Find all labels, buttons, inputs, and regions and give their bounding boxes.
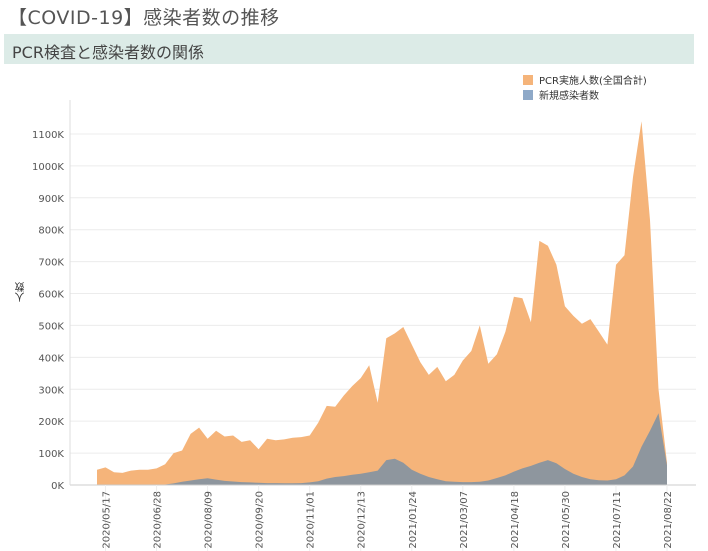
y-tick-label: 1100K: [32, 130, 64, 141]
x-tick-label: 2021/08/22: [663, 491, 674, 549]
x-tick-label: 2020/08/09: [204, 491, 215, 549]
x-tick-label: 2021/03/07: [459, 491, 470, 549]
legend-swatch-cases: [523, 89, 533, 100]
page-title: 【COVID-19】感染者数の推移: [8, 7, 280, 29]
legend-label-cases: 新規感染者数: [539, 91, 599, 102]
x-tick-label: 2020/12/13: [357, 491, 368, 549]
x-tick-label: 2020/11/01: [306, 491, 317, 549]
y-tick-label: 600K: [38, 290, 64, 301]
chart-areas: [70, 121, 696, 486]
x-axis: 2020/05/17 2020/06/28 2020/08/09 2020/09/20…: [102, 485, 674, 551]
y-tick-label: 500K: [38, 321, 64, 332]
y-tick-label: 400K: [38, 353, 64, 364]
chart-legend[interactable]: PCR実施人数(全国合計) 新規感染者数: [523, 72, 647, 102]
y-tick-label: 1000K: [32, 162, 64, 173]
y-axis: 0K 100K 200K 300K 400K 500K 600K 700K 800K 900K 10…: [32, 100, 71, 492]
x-tick-label: 2020/09/20: [255, 491, 266, 549]
y-tick-label: 700K: [38, 258, 64, 269]
cases-area[interactable]: [97, 413, 667, 485]
x-tick-label: 2021/04/18: [510, 491, 521, 549]
y-tick-label: 100K: [38, 449, 64, 460]
x-tick-label: 2021/07/11: [612, 491, 623, 549]
y-tick-label: 200K: [38, 417, 64, 428]
section-header: PCR検査と感染者数の関係: [4, 34, 694, 64]
y-tick-label: 900K: [38, 194, 64, 205]
x-tick-label: 2020/05/17: [102, 491, 113, 549]
x-tick-label: 2020/06/28: [153, 491, 164, 549]
area-chart[interactable]: 0K 100K 200K 300K 400K 500K 600K 700K 800K 900K 10…: [0, 100, 708, 551]
section-title: PCR検査と感染者数の関係: [12, 43, 204, 62]
x-tick-label: 2021/01/24: [408, 491, 419, 549]
legend-item-cases[interactable]: 新規感染者数: [523, 87, 647, 102]
y-tick-label: 0K: [51, 481, 64, 492]
pcr-area[interactable]: [97, 121, 667, 485]
y-tick-label: 300K: [38, 385, 64, 396]
legend-label-pcr: PCR実施人数(全国合計): [539, 76, 647, 87]
legend-swatch-pcr: [523, 74, 533, 85]
legend-item-pcr[interactable]: PCR実施人数(全国合計): [523, 72, 647, 87]
y-tick-label: 800K: [38, 226, 64, 237]
x-tick-label: 2021/05/30: [561, 491, 572, 549]
